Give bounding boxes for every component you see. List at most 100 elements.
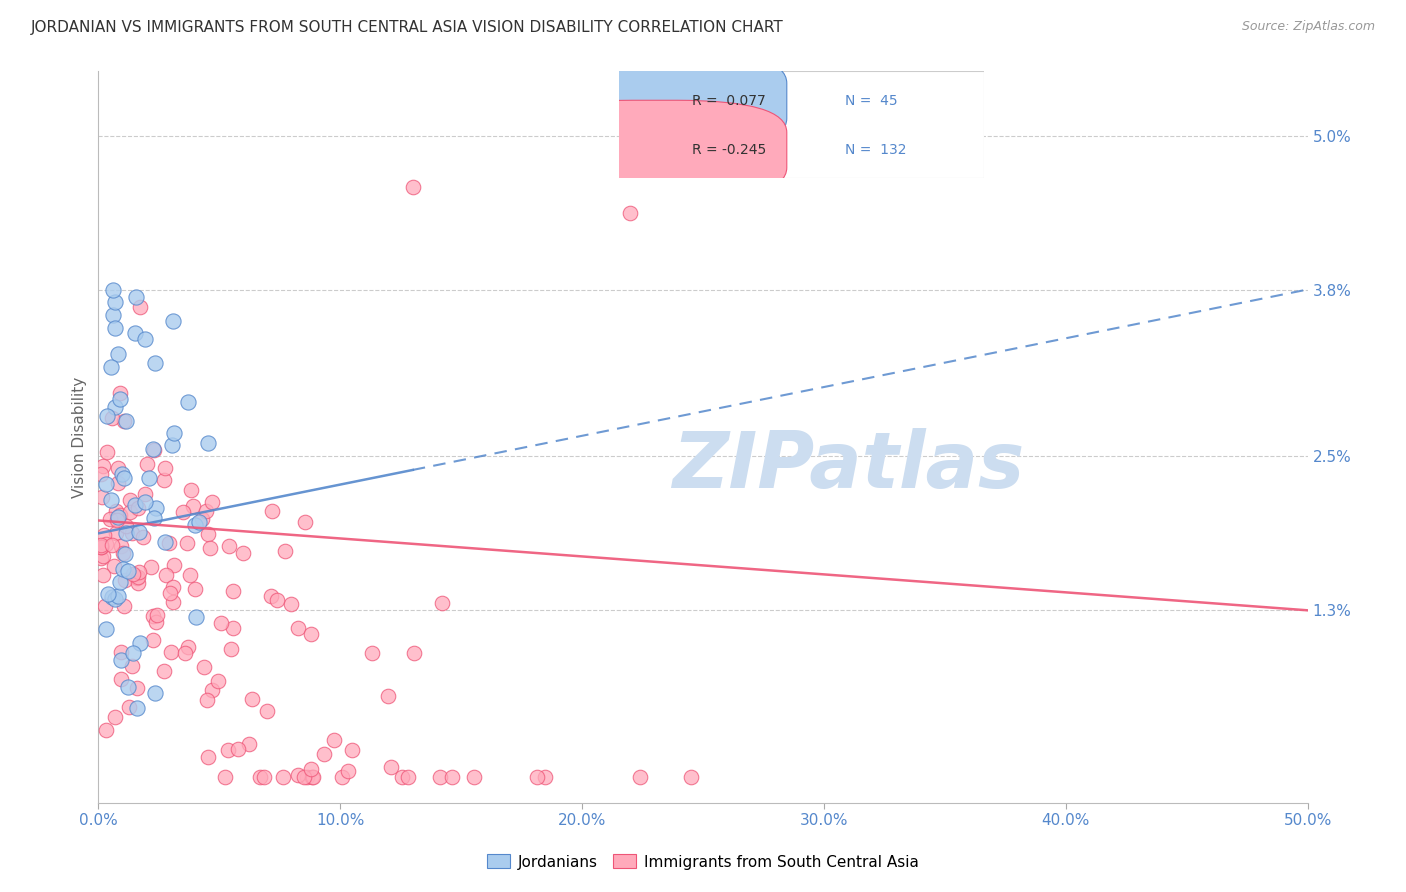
Point	[110, 540, 132, 554]
Point	[94, 599, 117, 613]
Point	[200, 541, 222, 555]
Point	[145, 615, 167, 630]
Point	[94, 622, 117, 636]
Point	[252, 770, 274, 784]
Point	[120, 505, 142, 519]
Point	[145, 607, 167, 622]
Point	[526, 770, 548, 784]
Point	[110, 652, 132, 666]
Point	[125, 290, 148, 304]
Point	[280, 597, 302, 611]
Point	[160, 438, 183, 452]
Point	[162, 580, 184, 594]
Point	[94, 723, 117, 737]
Point	[226, 742, 249, 756]
Point	[128, 525, 150, 540]
Point	[232, 546, 254, 560]
Point	[107, 513, 129, 527]
Point	[101, 538, 124, 552]
Point	[273, 543, 295, 558]
Point	[222, 621, 245, 635]
Point	[124, 498, 146, 512]
Point	[142, 442, 165, 456]
Point	[256, 704, 278, 718]
FancyBboxPatch shape	[523, 51, 787, 151]
Point	[121, 525, 143, 540]
Point	[360, 646, 382, 660]
Text: R =  0.077: R = 0.077	[692, 94, 765, 108]
Point	[287, 621, 309, 635]
Point	[108, 386, 131, 401]
Point	[180, 483, 202, 498]
Point	[108, 392, 131, 406]
Point	[115, 414, 138, 428]
Point	[162, 426, 184, 441]
Point	[207, 674, 229, 689]
Point	[90, 551, 112, 566]
Point	[181, 499, 204, 513]
Point	[429, 770, 451, 784]
Point	[138, 471, 160, 485]
Point	[301, 770, 323, 784]
Text: N =  45: N = 45	[845, 94, 898, 108]
Point	[128, 565, 150, 579]
Point	[141, 608, 163, 623]
Point	[330, 770, 353, 784]
Point	[302, 770, 325, 784]
Point	[314, 747, 336, 762]
Point	[187, 515, 209, 529]
Point	[127, 501, 149, 516]
Point	[201, 495, 224, 509]
Point	[177, 395, 200, 409]
Legend: Jordanians, Immigrants from South Central Asia: Jordanians, Immigrants from South Centra…	[481, 848, 925, 876]
Point	[174, 646, 197, 660]
Point	[111, 561, 134, 575]
Point	[184, 610, 207, 624]
Point	[127, 571, 149, 585]
Point	[322, 733, 344, 747]
Point	[209, 616, 232, 631]
Text: N =  132: N = 132	[845, 143, 907, 157]
Point	[94, 476, 117, 491]
Point	[340, 743, 363, 757]
Point	[90, 538, 112, 552]
Point	[107, 589, 129, 603]
Point	[104, 321, 127, 335]
Point	[380, 760, 402, 774]
Point	[249, 770, 271, 784]
Y-axis label: Vision Disability: Vision Disability	[72, 376, 87, 498]
Point	[125, 701, 148, 715]
Point	[218, 539, 240, 553]
Point	[107, 476, 129, 491]
Point	[111, 546, 134, 560]
Point	[197, 750, 219, 764]
Point	[110, 645, 132, 659]
Point	[628, 770, 651, 784]
Point	[117, 564, 139, 578]
Point	[129, 636, 152, 650]
Point	[260, 589, 283, 603]
Point	[266, 592, 288, 607]
Point	[143, 686, 166, 700]
Point	[377, 689, 399, 703]
Point	[103, 558, 125, 573]
Point	[404, 646, 426, 660]
Point	[136, 457, 159, 471]
Point	[153, 473, 176, 487]
Point	[295, 770, 318, 784]
Point	[120, 492, 142, 507]
Text: R = -0.245: R = -0.245	[692, 143, 766, 157]
Point	[679, 770, 702, 784]
Point	[141, 560, 163, 574]
Point	[172, 505, 194, 519]
Point	[91, 458, 114, 473]
Point	[115, 519, 138, 533]
Point	[179, 567, 201, 582]
Point	[193, 659, 215, 673]
Point	[177, 640, 200, 654]
Point	[143, 356, 166, 370]
Point	[219, 642, 242, 657]
Point	[124, 326, 146, 340]
Text: ZIPatlas: ZIPatlas	[672, 428, 1024, 504]
Point	[96, 445, 118, 459]
